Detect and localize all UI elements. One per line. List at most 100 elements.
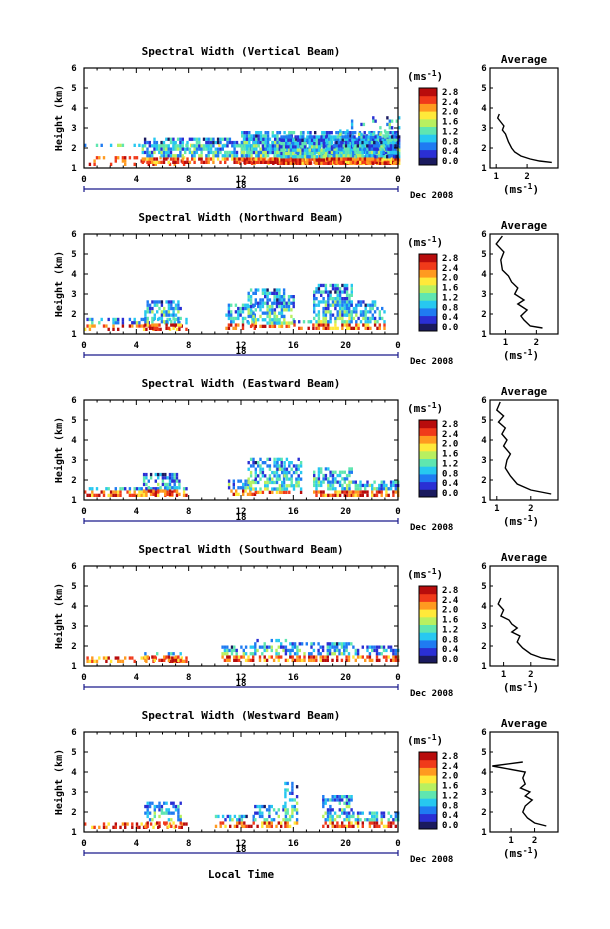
echo-cell [352, 326, 356, 330]
echo-cell [395, 135, 398, 139]
echo-cell [354, 493, 357, 497]
echo-cell [264, 474, 267, 478]
echo-cell [329, 293, 332, 297]
echo-cell [158, 804, 161, 809]
echo-cell [221, 814, 225, 819]
echo-cell [343, 477, 346, 481]
echo-cell [356, 160, 360, 164]
echo-cell [271, 134, 274, 138]
avg-unit-label: (ms-1) [503, 680, 539, 694]
echo-cell [282, 151, 285, 156]
echo-cell [283, 298, 286, 302]
echo-cell [388, 135, 391, 139]
avg-y-tick-label: 6 [481, 562, 486, 572]
echo-cell [290, 480, 293, 485]
echo-cell [334, 283, 337, 288]
echo-cell [107, 822, 110, 826]
echo-cell [273, 321, 276, 325]
echo-cell [172, 147, 175, 151]
colorbar-segment [419, 149, 437, 158]
echo-cell [114, 317, 117, 322]
echo-cell [338, 316, 342, 321]
echo-cell [257, 304, 260, 309]
echo-cell [289, 145, 293, 149]
echo-cell [244, 486, 247, 490]
echo-cell [164, 476, 167, 480]
echo-cell [373, 147, 376, 151]
echo-cell [247, 144, 250, 148]
echo-cell [317, 320, 321, 324]
echo-cell [333, 824, 337, 828]
echo-cell [86, 659, 89, 663]
echo-cell [191, 144, 194, 148]
echo-cell [341, 141, 344, 146]
y-tick-label: 3 [71, 290, 76, 300]
echo-cell [84, 822, 87, 826]
echo-cell [381, 306, 384, 311]
echo-cell [274, 137, 277, 141]
echo-cell [350, 470, 353, 474]
echo-cell [306, 155, 309, 159]
echo-cell [385, 658, 388, 662]
echo-cell [254, 470, 257, 475]
echo-cell [156, 310, 159, 314]
echo-cell [320, 151, 323, 156]
echo-cell [317, 326, 321, 330]
echo-cell [268, 304, 272, 309]
echo-cell [138, 493, 141, 497]
echo-cell [369, 316, 372, 321]
echo-cell [166, 486, 169, 490]
echo-cell [280, 821, 283, 825]
echo-cell [249, 492, 252, 496]
echo-cell [151, 300, 154, 304]
echo-cell [140, 493, 143, 497]
echo-cell [84, 490, 87, 494]
echo-cell [159, 489, 162, 493]
echo-cell [339, 138, 342, 142]
echo-cell [173, 321, 176, 325]
echo-cell [280, 321, 284, 325]
echo-cell [95, 143, 99, 147]
y-tick-label: 5 [71, 582, 76, 592]
echo-cell [133, 659, 136, 663]
echo-cell [221, 137, 224, 141]
echo-cell [93, 825, 96, 829]
echo-cell [252, 658, 255, 662]
echo-cell [328, 157, 331, 161]
echo-cell [337, 140, 341, 145]
echo-cell [345, 293, 349, 297]
x-tick-label: 12 [236, 839, 247, 849]
y-tick-label: 3 [71, 124, 76, 134]
echo-cell [389, 658, 393, 662]
echo-cell [276, 150, 279, 155]
echo-cell [175, 489, 179, 493]
echo-cell [249, 487, 253, 491]
echo-cell [250, 154, 253, 158]
colorbar-segment [419, 593, 437, 602]
unit-superscript: -1 [427, 235, 437, 244]
echo-cell [169, 140, 173, 145]
echo-cell [362, 300, 365, 304]
echo-cell [331, 642, 334, 646]
echo-cell [280, 298, 284, 302]
echo-cell [173, 479, 176, 483]
echo-cell [144, 316, 147, 321]
y-tick-label: 1 [71, 496, 76, 506]
echo-cell [336, 326, 339, 330]
echo-cell [327, 467, 330, 471]
echo-cell [230, 313, 233, 317]
echo-cell [282, 161, 285, 165]
echo-cell [112, 327, 115, 331]
echo-cell [329, 811, 332, 815]
echo-cell [91, 825, 94, 829]
echo-cell [296, 148, 300, 152]
echo-cell [173, 656, 176, 660]
echo-cell [364, 490, 367, 494]
echo-cell [280, 490, 283, 494]
day-label: 18 [236, 679, 247, 689]
colorbar-tick-label: 0.0 [442, 489, 458, 499]
echo-cell [158, 160, 161, 164]
echo-cell [301, 141, 304, 146]
echo-cell [140, 324, 143, 328]
